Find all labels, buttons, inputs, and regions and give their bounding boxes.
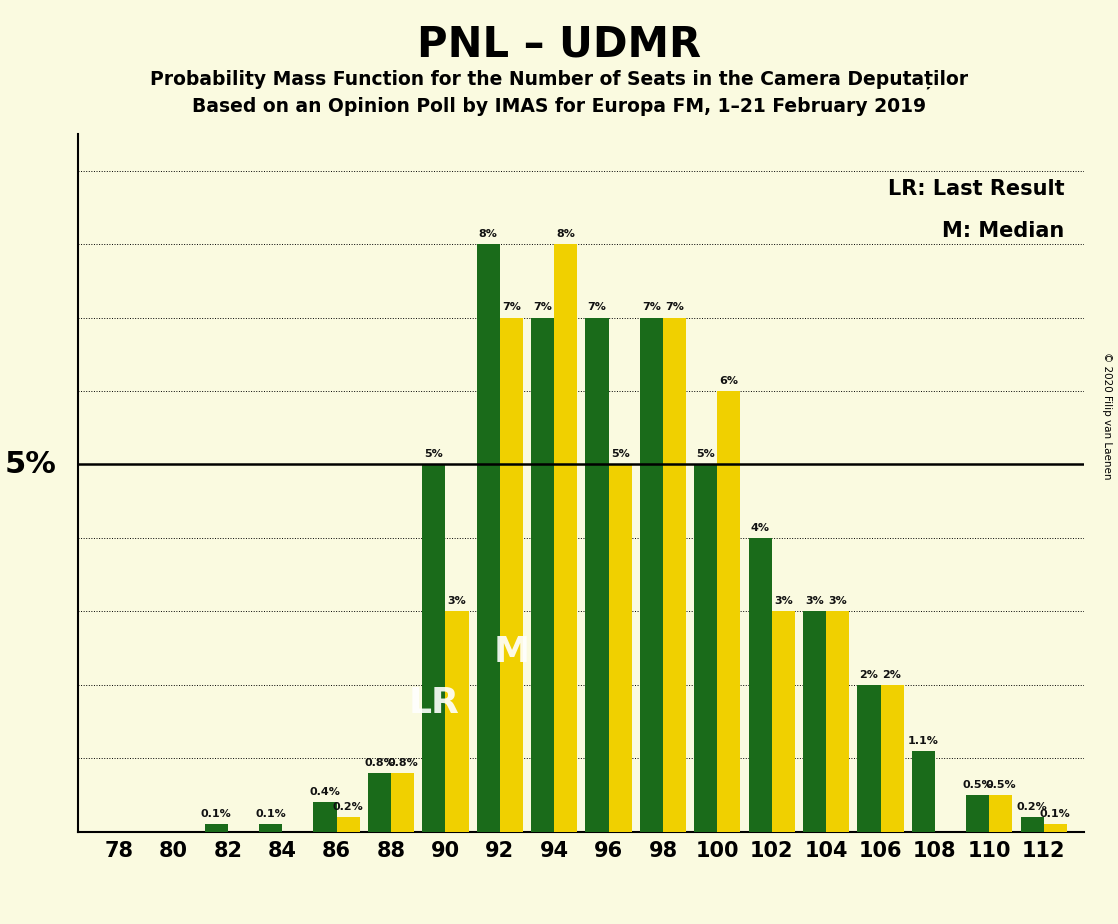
Bar [749,538,771,832]
Text: 0.1%: 0.1% [1040,809,1071,819]
Text: Probability Mass Function for the Number of Seats in the Camera Deputaților: Probability Mass Function for the Number… [150,69,968,89]
Text: 7%: 7% [642,302,661,312]
Text: LR: LR [408,687,459,720]
Text: 5%: 5% [610,449,629,459]
Text: 8%: 8% [479,229,498,239]
Bar [1044,824,1067,832]
Text: 0.8%: 0.8% [364,758,395,768]
Bar [586,318,608,832]
Bar [500,318,523,832]
Text: M: M [493,635,529,669]
Bar [881,685,903,832]
Bar [205,824,228,832]
Bar [966,795,989,832]
Bar [1021,817,1044,832]
Bar [608,465,632,832]
Text: © 2020 Filip van Laenen: © 2020 Filip van Laenen [1102,352,1112,480]
Bar [313,802,337,832]
Text: 6%: 6% [719,376,738,386]
Text: 7%: 7% [588,302,606,312]
Text: 0.1%: 0.1% [255,809,286,819]
Bar [694,465,718,832]
Bar [259,824,282,832]
Bar [989,795,1013,832]
Bar [391,772,414,832]
Text: 0.1%: 0.1% [201,809,231,819]
Bar [423,465,445,832]
Text: 5%: 5% [4,450,57,479]
Text: 0.4%: 0.4% [310,787,341,797]
Text: 5%: 5% [425,449,443,459]
Text: 0.5%: 0.5% [986,780,1016,790]
Text: 7%: 7% [533,302,552,312]
Text: 4%: 4% [750,523,769,533]
Text: 2%: 2% [860,670,879,679]
Bar [718,391,740,832]
Text: 0.8%: 0.8% [387,758,418,768]
Text: Based on an Opinion Poll by IMAS for Europa FM, 1–21 February 2019: Based on an Opinion Poll by IMAS for Eur… [192,97,926,116]
Bar [912,751,935,832]
Text: 8%: 8% [557,229,575,239]
Bar [368,772,391,832]
Text: 1.1%: 1.1% [908,736,939,746]
Bar [337,817,360,832]
Text: 0.2%: 0.2% [1016,802,1048,812]
Text: 3%: 3% [805,596,824,606]
Bar [445,612,468,832]
Text: 7%: 7% [665,302,684,312]
Bar [639,318,663,832]
Bar [531,318,555,832]
Text: 3%: 3% [828,596,847,606]
Text: 0.2%: 0.2% [333,802,363,812]
Text: 3%: 3% [774,596,793,606]
Bar [663,318,686,832]
Text: 3%: 3% [447,596,466,606]
Bar [555,244,577,832]
Text: PNL – UDMR: PNL – UDMR [417,23,701,65]
Bar [476,244,500,832]
Text: LR: Last Result: LR: Last Result [888,179,1064,200]
Text: 5%: 5% [697,449,716,459]
Text: 7%: 7% [502,302,521,312]
Bar [771,612,795,832]
Bar [858,685,881,832]
Bar [803,612,826,832]
Bar [826,612,850,832]
Text: 0.5%: 0.5% [963,780,993,790]
Text: M: Median: M: Median [942,221,1064,241]
Text: 2%: 2% [882,670,901,679]
